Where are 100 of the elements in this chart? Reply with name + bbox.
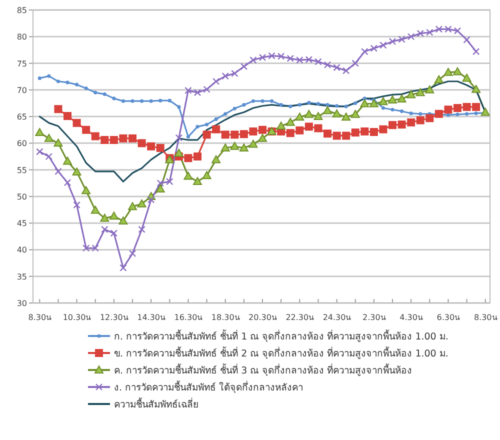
point <box>434 75 444 84</box>
x-tick-label: 12.30น <box>100 313 129 322</box>
point <box>73 201 80 209</box>
point <box>128 202 137 210</box>
point <box>324 130 332 138</box>
point <box>128 134 136 142</box>
point <box>147 196 155 204</box>
legend-label: ข. การวัดความชื้นสัมพัทธ์ ชั้นที่ 2 ณ จุดกึ่งกลางห้อง ที่ความสูงจากพื้นห้อง 1.00 ม. <box>114 346 448 360</box>
x-tick-label: 18.30น <box>211 313 240 322</box>
point <box>184 172 193 180</box>
point <box>342 67 350 74</box>
point <box>231 70 238 77</box>
y-tick-label: 65 <box>16 112 27 122</box>
point <box>407 118 416 126</box>
point <box>47 74 51 78</box>
point <box>177 105 181 109</box>
point <box>204 122 209 126</box>
point <box>203 86 210 93</box>
point <box>426 114 434 122</box>
point <box>378 97 388 106</box>
point <box>248 140 258 148</box>
point <box>435 26 443 33</box>
point <box>166 178 174 186</box>
point <box>342 112 351 121</box>
point <box>196 124 200 128</box>
point <box>212 125 220 134</box>
point <box>184 86 192 94</box>
point <box>193 177 202 186</box>
point <box>388 38 396 46</box>
point <box>416 116 424 124</box>
point <box>258 134 267 142</box>
point <box>342 132 350 140</box>
point <box>344 104 348 108</box>
point <box>360 127 369 136</box>
point <box>56 80 60 84</box>
point <box>137 199 146 208</box>
point <box>168 98 172 102</box>
point <box>333 64 340 72</box>
point <box>296 56 304 64</box>
point <box>221 130 230 139</box>
point <box>118 216 128 224</box>
point <box>64 179 72 186</box>
x-tick-label: 10.30น <box>62 313 92 322</box>
point <box>130 99 134 103</box>
x-tick-label: 24.30น <box>322 313 352 322</box>
point <box>276 122 286 130</box>
point <box>72 118 81 127</box>
point <box>416 30 424 38</box>
point <box>444 106 452 114</box>
point <box>316 102 320 106</box>
point <box>296 126 304 134</box>
point <box>462 102 471 111</box>
point <box>194 88 202 96</box>
y-tick-label: 55 <box>16 166 27 175</box>
x-tick-label: 16.30น <box>174 313 204 322</box>
point <box>369 99 378 108</box>
legend-label: ค. การวัดความชื้นสัมพัทธ์ ชั้นที่ 3 ณ จุดกึ่งกลางห้อง ที่ความสูงจากพื้นห้อง <box>114 364 412 376</box>
point <box>270 99 274 103</box>
x-tick-label: 14.30น <box>137 313 166 322</box>
point <box>258 126 266 134</box>
point <box>239 143 248 152</box>
point <box>184 154 192 162</box>
point <box>418 112 422 116</box>
point <box>212 155 221 164</box>
point <box>54 168 62 176</box>
point <box>240 62 248 70</box>
point <box>194 152 202 160</box>
point <box>286 54 294 62</box>
point <box>202 171 212 180</box>
legend-label: ก. การวัดความชื้นสัมพัทธ์ ชั้นที่ 1 ณ จุดกึ่งกลางห้อง ที่ความสูงจากพื้นห้อง 1.00 ม. <box>114 330 448 342</box>
point <box>35 128 44 136</box>
point <box>463 36 470 44</box>
point <box>45 152 53 160</box>
y-tick-label: 85 <box>16 6 27 15</box>
point <box>121 99 126 103</box>
point <box>91 132 100 140</box>
point <box>232 106 236 110</box>
point <box>44 134 54 142</box>
point <box>462 74 472 82</box>
point <box>334 104 339 108</box>
point <box>406 90 416 98</box>
point <box>426 28 434 36</box>
point <box>260 99 264 103</box>
y-tick-label: 70 <box>16 86 27 95</box>
point <box>66 80 70 84</box>
point <box>480 108 490 116</box>
point <box>149 99 153 103</box>
point <box>416 88 425 96</box>
point <box>101 226 108 234</box>
point <box>351 128 360 137</box>
point <box>352 60 359 67</box>
point <box>240 130 248 138</box>
point <box>286 129 294 138</box>
point <box>444 68 453 76</box>
point <box>54 138 63 147</box>
y-tick-label: 50 <box>16 192 27 202</box>
point <box>214 117 218 122</box>
point <box>128 250 136 258</box>
point <box>350 110 360 118</box>
point <box>110 230 118 237</box>
